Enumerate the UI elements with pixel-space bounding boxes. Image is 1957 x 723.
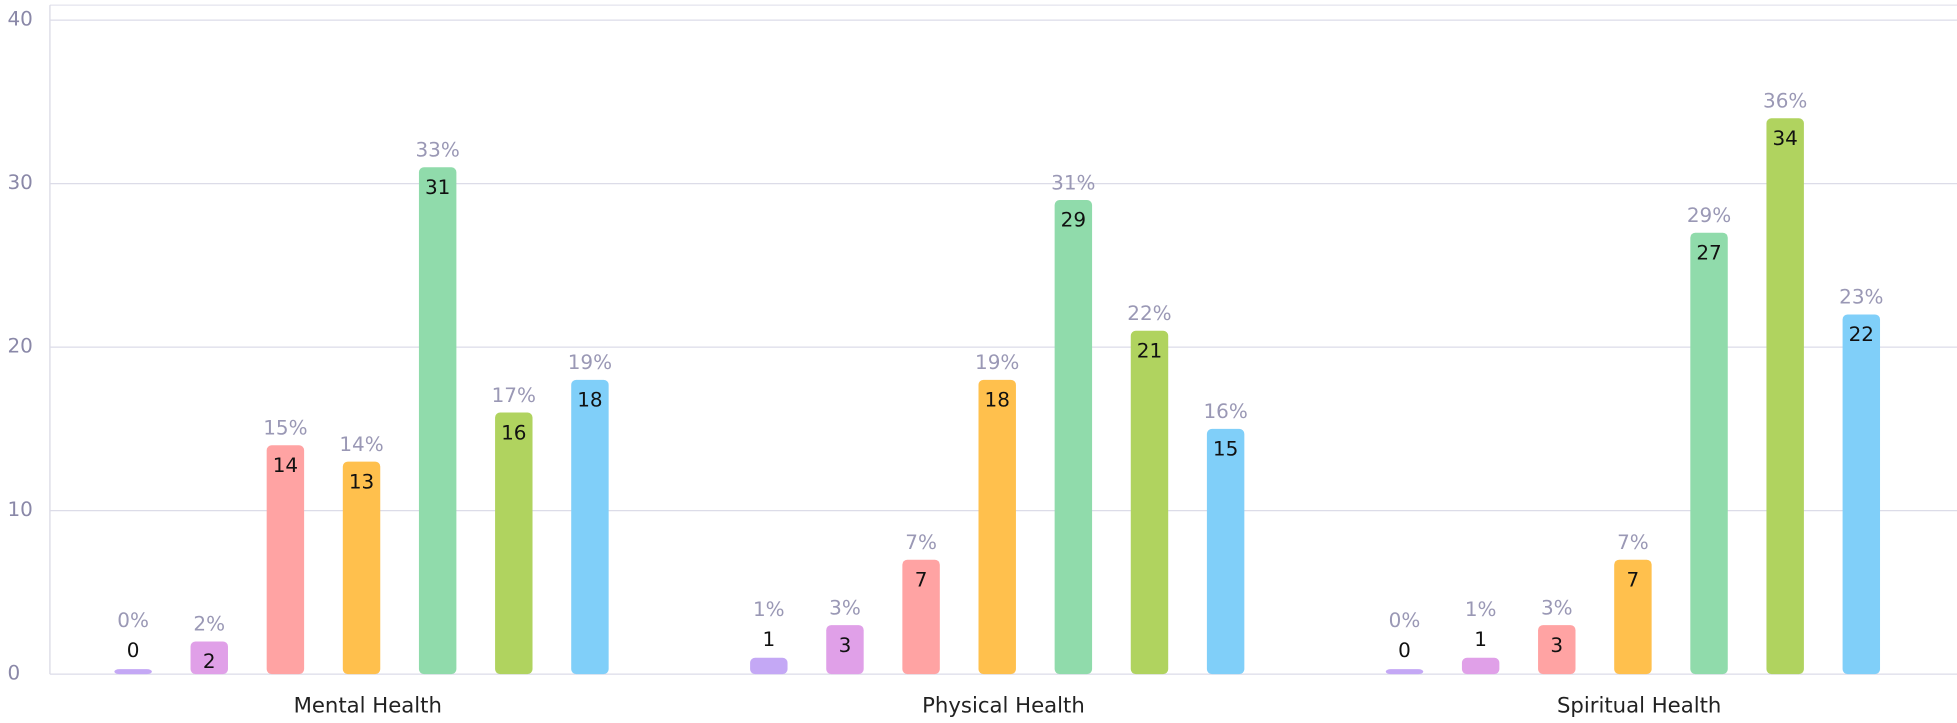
bar xyxy=(495,412,533,675)
bar xyxy=(1690,232,1728,675)
value-label: 1 xyxy=(762,627,775,651)
percent-label: 19% xyxy=(568,350,612,374)
bar xyxy=(1461,657,1500,675)
bar xyxy=(902,559,940,675)
percent-label: 2% xyxy=(193,612,225,636)
value-label: 18 xyxy=(577,388,602,412)
percent-label: 14% xyxy=(339,432,383,456)
x-tick-label: Physical Health xyxy=(922,694,1085,719)
value-label: 27 xyxy=(1696,240,1721,264)
x-tick-label: Spiritual Health xyxy=(1557,694,1721,719)
percent-label: 23% xyxy=(1839,285,1883,309)
percent-label: 22% xyxy=(1127,301,1171,325)
percent-label: 3% xyxy=(1541,595,1573,619)
bar xyxy=(266,445,305,675)
value-label: 7 xyxy=(915,567,928,591)
bar xyxy=(1614,559,1652,675)
value-label: 18 xyxy=(985,388,1010,412)
y-tick-label: 40 xyxy=(7,7,32,31)
percent-label: 15% xyxy=(263,416,307,440)
bar xyxy=(1766,118,1804,675)
bar xyxy=(1130,330,1169,675)
bar xyxy=(826,625,864,675)
percent-label: 1% xyxy=(1465,597,1497,621)
value-label: 0 xyxy=(1398,638,1411,662)
value-label: 14 xyxy=(273,453,298,477)
bar xyxy=(978,379,1016,675)
value-label: 16 xyxy=(501,420,526,444)
percent-label: 36% xyxy=(1763,89,1807,113)
bar xyxy=(750,657,788,675)
percent-label: 1% xyxy=(753,597,785,621)
value-label: 3 xyxy=(1550,633,1563,657)
bar xyxy=(1054,199,1093,675)
value-label: 21 xyxy=(1137,339,1162,363)
percent-label: 33% xyxy=(415,138,459,162)
percent-label: 7% xyxy=(905,530,937,554)
percent-label: 0% xyxy=(117,608,149,632)
y-tick-label: 0 xyxy=(7,661,20,685)
bar xyxy=(1842,314,1881,675)
value-label: 15 xyxy=(1213,437,1238,461)
percent-label: 16% xyxy=(1203,399,1247,423)
value-label: 22 xyxy=(1849,322,1874,346)
bar xyxy=(114,669,152,675)
bar xyxy=(342,461,381,675)
bar xyxy=(1206,428,1245,675)
percent-label: 7% xyxy=(1617,530,1649,554)
value-label: 34 xyxy=(1772,126,1797,150)
x-tick-label: Mental Health xyxy=(294,694,442,719)
y-tick-label: 20 xyxy=(7,334,32,358)
value-label: 7 xyxy=(1627,567,1640,591)
value-label: 2 xyxy=(203,649,216,673)
percent-label: 17% xyxy=(492,383,536,407)
bar xyxy=(190,641,228,675)
value-label: 0 xyxy=(127,638,140,662)
bar xyxy=(1385,669,1424,675)
value-label: 29 xyxy=(1061,208,1086,232)
percent-label: 0% xyxy=(1389,608,1421,632)
value-label: 13 xyxy=(349,469,374,493)
value-label: 3 xyxy=(839,633,852,657)
percent-label: 29% xyxy=(1687,203,1731,227)
value-label: 31 xyxy=(425,175,450,199)
y-tick-label: 10 xyxy=(7,497,32,521)
percent-label: 19% xyxy=(975,350,1019,374)
percent-label: 3% xyxy=(829,595,861,619)
value-label: 1 xyxy=(1474,627,1487,651)
y-tick-label: 30 xyxy=(7,170,32,194)
percent-label: 31% xyxy=(1051,170,1095,194)
bar xyxy=(571,379,609,675)
bar xyxy=(418,167,457,675)
bar xyxy=(1538,625,1576,675)
